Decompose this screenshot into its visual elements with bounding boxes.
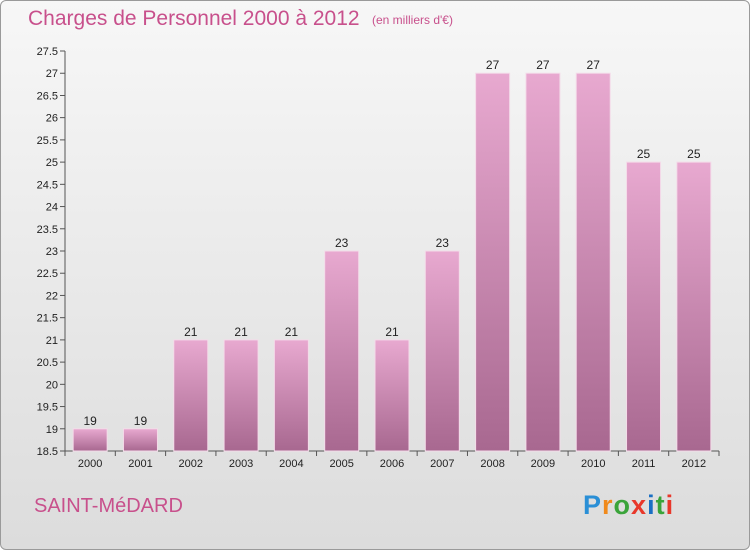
- data-label-2010: 27: [587, 58, 601, 72]
- x-tick-label-2010: 2010: [581, 458, 605, 470]
- data-label-2006: 21: [385, 325, 399, 339]
- data-label-2002: 21: [184, 325, 198, 339]
- bar-2011: [626, 161, 662, 452]
- bar-2010: [575, 72, 611, 452]
- bar-2008: [475, 72, 511, 452]
- y-tick-label: 26.5: [37, 90, 58, 102]
- x-tick-label-2008: 2008: [480, 458, 504, 470]
- bar-2009: [525, 72, 561, 452]
- bar-2012: [676, 161, 712, 452]
- data-label-2000: 19: [83, 414, 97, 428]
- y-tick-label: 22.5: [37, 268, 58, 280]
- x-tick-label-2003: 2003: [229, 458, 253, 470]
- y-tick-label: 19.5: [37, 402, 58, 414]
- chart-title: Charges de Personnel 2000 à 2012: [28, 7, 360, 30]
- data-label-2012: 25: [687, 147, 701, 161]
- bar-2007: [424, 250, 460, 452]
- data-label-2005: 23: [335, 236, 349, 250]
- x-tick-label-2001: 2001: [128, 458, 152, 470]
- logo-letter: x: [631, 490, 648, 520]
- y-tick-label: 22: [46, 290, 58, 302]
- y-tick-label: 27.5: [37, 46, 58, 58]
- x-tick-label-2012: 2012: [682, 458, 706, 470]
- y-tick-label: 18.5: [37, 446, 58, 458]
- x-tick-label-2002: 2002: [179, 458, 203, 470]
- bar-2001: [122, 428, 158, 452]
- y-tick-label: 21.5: [37, 313, 58, 325]
- logo-letter: r: [602, 490, 614, 520]
- data-label-2004: 21: [285, 325, 299, 339]
- data-label-2001: 19: [134, 414, 148, 428]
- x-tick-label-2004: 2004: [279, 458, 303, 470]
- chart-subtitle: (en milliers d'€): [372, 13, 453, 27]
- bars: 19 19 21 21 21 23 21 23 27 27 27 25 25: [72, 58, 712, 452]
- y-tick-label: 23.5: [37, 224, 58, 236]
- bar-2002: [173, 339, 209, 452]
- y-tick-label: 24.5: [37, 179, 58, 191]
- data-label-2007: 23: [436, 236, 450, 250]
- y-tick-label: 24: [46, 202, 58, 214]
- y-tick-label: 23: [46, 246, 58, 258]
- y-tick-label: 20: [46, 379, 58, 391]
- x-tick-label-2006: 2006: [380, 458, 404, 470]
- x-tick-label-2011: 2011: [632, 458, 656, 470]
- logo-letter: t: [655, 490, 666, 520]
- y-tick-label: 21: [46, 335, 58, 347]
- place-name: SAINT-MéDARD: [34, 495, 183, 517]
- x-tick-label-2007: 2007: [430, 458, 454, 470]
- y-tick-label: 25: [46, 157, 58, 169]
- proxiti-logo[interactable]: Proxiti: [583, 490, 674, 521]
- logo-letter: P: [583, 490, 603, 520]
- bar-2006: [374, 339, 410, 452]
- bar-2000: [72, 428, 108, 452]
- y-tick-label: 25.5: [37, 135, 58, 147]
- x-tick-label-2000: 2000: [78, 458, 102, 470]
- bar-2005: [324, 250, 360, 452]
- data-label-2011: 25: [637, 147, 651, 161]
- logo-letter: i: [647, 490, 656, 520]
- y-tick-label: 27: [46, 68, 58, 80]
- logo-letter: o: [613, 490, 632, 520]
- y-tick-label: 19: [46, 424, 58, 436]
- logo-letter: i: [665, 490, 675, 520]
- x-tick-label-2005: 2005: [329, 458, 353, 470]
- data-label-2003: 21: [234, 325, 248, 339]
- y-tick-label: 26: [46, 113, 58, 125]
- bar-2004: [273, 339, 309, 452]
- x-tick-label-2009: 2009: [531, 458, 555, 470]
- data-label-2009: 27: [536, 58, 550, 72]
- bar-2003: [223, 339, 259, 452]
- data-label-2008: 27: [486, 58, 500, 72]
- y-tick-label: 20.5: [37, 357, 58, 369]
